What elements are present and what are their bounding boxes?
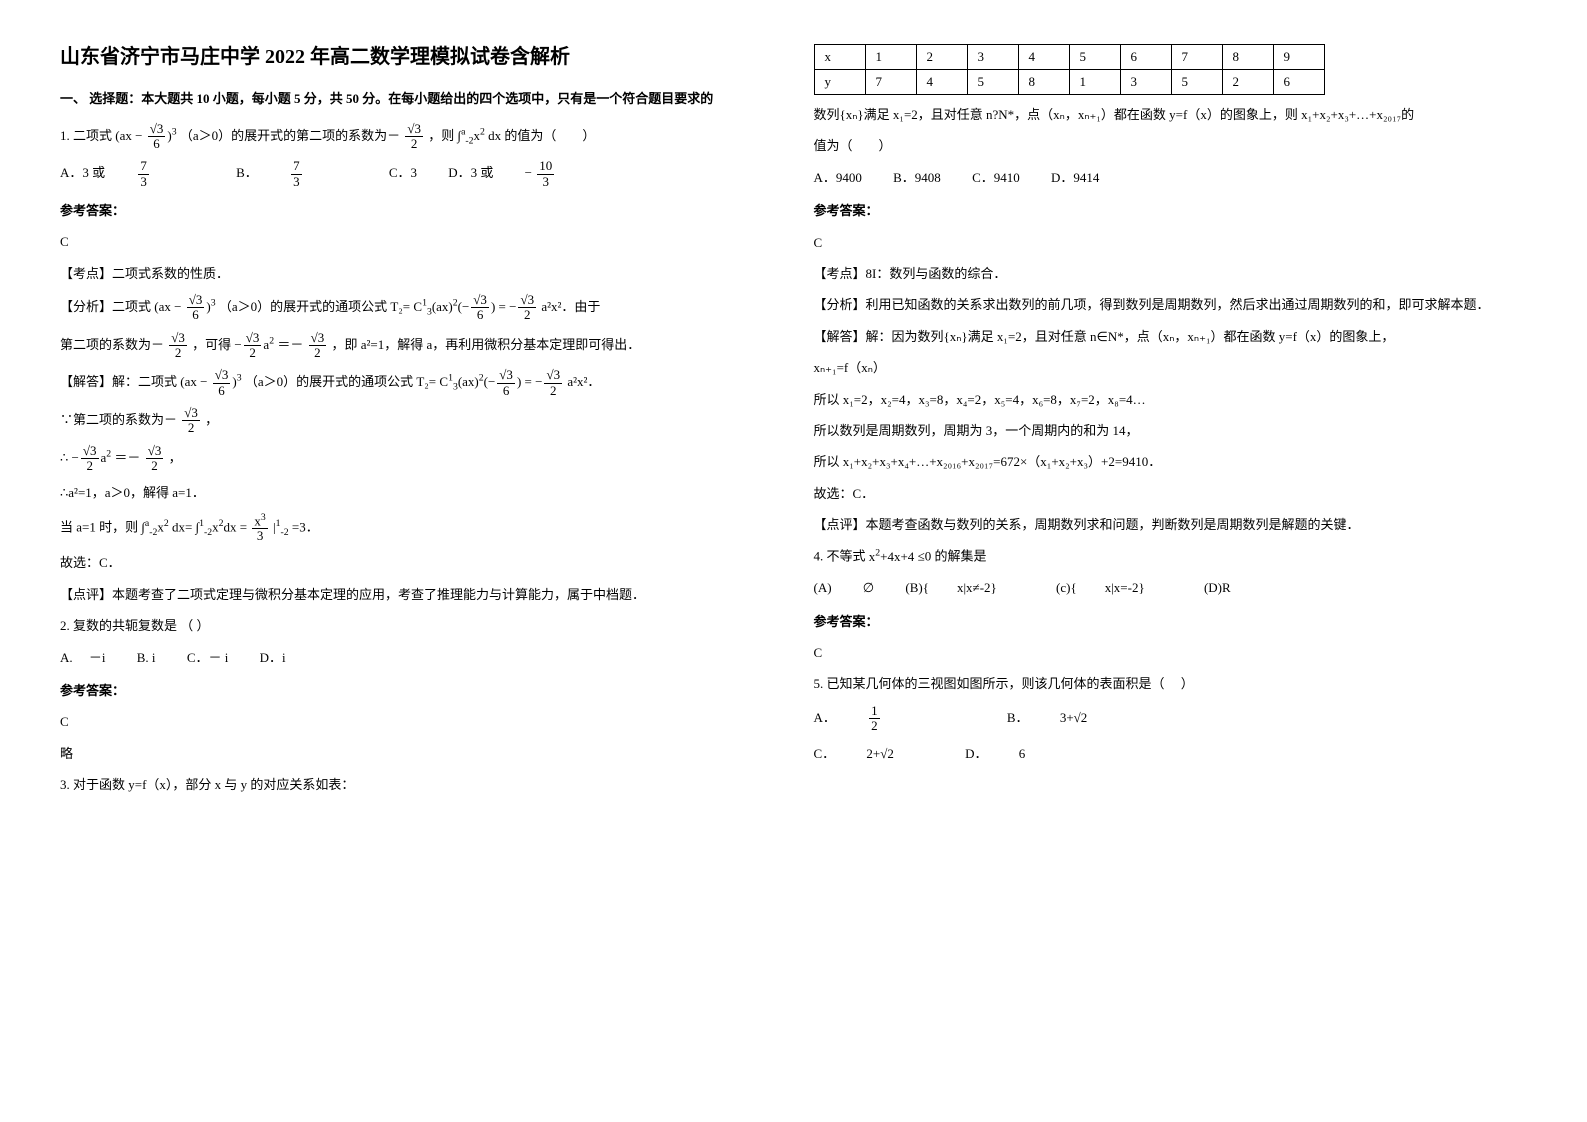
q3-options: A．9400 B．9408 C．9410 D．9414 [814, 166, 1528, 189]
q3-gx: 故选：C． [814, 482, 1528, 505]
q1-kd: 【考点】二项式系数的性质． [60, 262, 774, 285]
q1-optD: D．3 或 − 103 [448, 165, 610, 180]
q3-ans-label: 参考答案： [814, 199, 1528, 222]
q1-prefix: 1. 二项式 [60, 128, 112, 143]
part-heading: 一、 选择题：本大题共 10 小题，每小题 5 分，共 50 分。在每小题给出的… [60, 89, 774, 110]
q5-optA: A． 12 [814, 710, 936, 725]
q1-options: A．3 或 73 B． 73 C．3 D．3 或 − 103 [60, 159, 774, 189]
q1-suffix: ，则 [428, 128, 454, 143]
q3-jd5: 所以 x₁+x₂+x₃+x₄+…+x₂₀₁₆+x₂₀₁₇=672×（x₁+x₂+… [814, 450, 1528, 473]
q3-optD: D．9414 [1051, 170, 1099, 185]
q3-optA: A．9400 [814, 170, 862, 185]
q2-optD: D．i [260, 650, 286, 665]
q3-jd2: xₙ₊₁=f（xₙ） [814, 356, 1528, 379]
q1-dp: 【点评】本题考查了二项式定理与微积分基本定理的应用，考查了推理能力与计算能力，属… [60, 583, 774, 606]
q1-expr: (ax − √36)3 [115, 128, 176, 143]
q1-end: dx 的值为（ ） [488, 128, 595, 143]
q1-integral: ∫a-2x2 [458, 128, 485, 143]
q3-jd3: 所以 x₁=2，x₂=4，x₃=8，x₄=2，x₅=4，x₆=8，x₇=2，x₈… [814, 388, 1528, 411]
q1-ans: C [60, 230, 774, 253]
q3-optB: B．9408 [893, 170, 941, 185]
q2-optB: B. i [137, 650, 156, 665]
q3-jd1: 【解答】解：因为数列{xₙ}满足 x₁=2，且对任意 n∈N*，点（xₙ，xₙ₊… [814, 325, 1528, 348]
q2-ans-label: 参考答案： [60, 679, 774, 702]
q1-when: 当 a=1 时，则 ∫a-2x2 dx= ∫1-2x2dx = x33 |1-2… [60, 513, 774, 544]
q1-frac1: √32 [405, 122, 423, 152]
q2-optC: C．－ i [187, 650, 229, 665]
q4-optB: (B){x|x≠-2} [905, 580, 1024, 595]
q1-optA: A．3 或 73 [60, 165, 205, 180]
q4-options: (A) ∅ (B){x|x≠-2} (c){x|x=-2} (D)R [814, 576, 1528, 599]
q3-optC: C．9410 [972, 170, 1020, 185]
q1-stem: 1. 二项式 (ax − √36)3 （a＞0）的展开式的第二项的系数为－ √3… [60, 122, 774, 152]
q3-table: x 1 2 3 4 5 6 7 8 9 y 7 4 5 8 1 3 5 2 [814, 44, 1325, 95]
q2-optA: A. －i [60, 650, 106, 665]
q1-gx: 故选：C． [60, 551, 774, 574]
right-column: x 1 2 3 4 5 6 7 8 9 y 7 4 5 8 1 3 5 2 [814, 40, 1528, 805]
q4-ans: C [814, 641, 1528, 664]
q3-line2a: 数列{xₙ}满足 x₁=2，且对任意 n?N*，点（xₙ，xₙ₊₁）都在函数 y… [814, 103, 1528, 126]
q4-optC: (c){x|x=-2} [1056, 580, 1173, 595]
table-row: x 1 2 3 4 5 6 7 8 9 [814, 45, 1324, 70]
q5-optC: C． 2+√2 [814, 746, 894, 761]
page-title: 山东省济宁市马庄中学 2022 年高二数学理模拟试卷含解析 [60, 40, 774, 69]
q4-stem: 4. 不等式 x2+4x+4 ≤0 的解集是 [814, 544, 1528, 568]
q5-optD: D． 6 [965, 746, 1025, 761]
q1-optC: C．3 [389, 165, 417, 180]
q4-ans-label: 参考答案： [814, 610, 1528, 633]
q1-ans-label: 参考答案： [60, 199, 774, 222]
q4-optA: (A) ∅ [814, 580, 875, 595]
q3-ans: C [814, 231, 1528, 254]
q3-kd: 【考点】8I：数列与函数的综合． [814, 262, 1528, 285]
q5-options-row1: A． 12 B． 3+√2 [814, 704, 1528, 734]
q1-because: ∵第二项的系数为－ √32 ， [60, 406, 774, 436]
q5-options-row2: C． 2+√2 D． 6 [814, 740, 1528, 769]
q1-optB: B． 73 [236, 165, 357, 180]
q1-mid: （a＞0）的展开式的第二项的系数为－ [180, 128, 400, 143]
q1-therefore2: ∴a²=1，a＞0，解得 a=1． [60, 481, 774, 504]
q1-therefore1: ∴ −√32a2 ＝－ √32 ， [60, 444, 774, 474]
q5-optB: B． 3+√2 [1007, 710, 1087, 725]
q1-fx: 【分析】二项式 (ax − √36)3 （a＞0）的展开式的通项公式 T₂= C… [60, 293, 774, 323]
left-column: 山东省济宁市马庄中学 2022 年高二数学理模拟试卷含解析 一、 选择题：本大题… [60, 40, 774, 805]
q3-stem: 3. 对于函数 y=f（x），部分 x 与 y 的对应关系如表： [60, 773, 774, 796]
q1-jd: 【解答】解：二项式 (ax − √36)3 （a＞0）的展开式的通项公式 T₂=… [60, 368, 774, 398]
q2-stem: 2. 复数的共轭复数是 （ ） [60, 614, 774, 637]
q1-line-a: 第二项的系数为－ √32 ，可得 −√32a2 ＝－ √32 ，即 a²=1，解… [60, 331, 774, 361]
q5-stem: 5. 已知某几何体的三视图如图所示，则该几何体的表面积是（ ） [814, 672, 1528, 695]
q2-options: A. －i B. i C．－ i D．i [60, 646, 774, 669]
q4-optD: (D)R [1204, 580, 1231, 595]
q3-line2b: 值为（ ） [814, 134, 1528, 157]
q3-jd4: 所以数列是周期数列，周期为 3，一个周期内的和为 14， [814, 419, 1528, 442]
q2-ans: C [60, 710, 774, 733]
q2-note: 略 [60, 742, 774, 765]
q3-fx: 【分析】利用已知函数的关系求出数列的前几项，得到数列是周期数列，然后求出通过周期… [814, 293, 1528, 316]
table-row: y 7 4 5 8 1 3 5 2 6 [814, 70, 1324, 95]
q3-dp: 【点评】本题考查函数与数列的关系，周期数列求和问题，判断数列是周期数列是解题的关… [814, 513, 1528, 536]
